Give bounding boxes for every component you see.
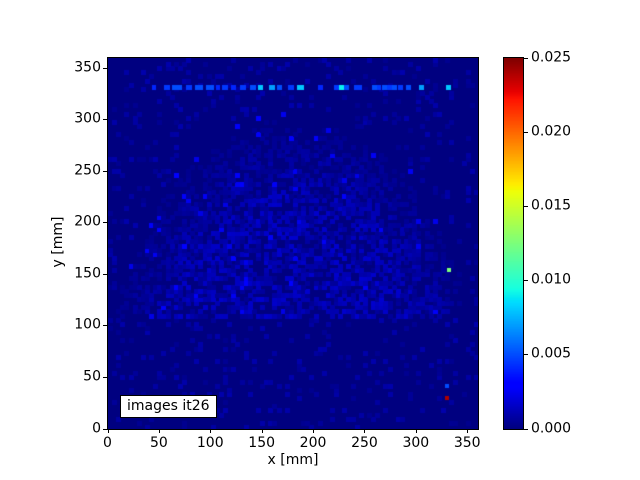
colorbar-tick: [524, 280, 528, 282]
heatmap-canvas: [108, 58, 478, 429]
y-tick-label: 300: [74, 110, 101, 127]
colorbar-tick: [524, 205, 528, 207]
y-tick-label: 0: [92, 420, 101, 436]
colorbar-tick-label: 0.005: [531, 345, 572, 362]
colorbar-tick: [524, 131, 528, 133]
x-tick: [158, 429, 160, 433]
y-tick: [103, 325, 107, 327]
y-tick: [103, 428, 107, 430]
x-tick-label: 0: [103, 435, 112, 451]
x-tick-label: 50: [149, 435, 168, 451]
x-tick-label: 300: [402, 435, 430, 451]
x-tick-label: 200: [299, 435, 327, 451]
y-tick: [103, 170, 107, 172]
x-tick-label: 350: [453, 435, 481, 451]
colorbar: [503, 57, 524, 430]
y-tick: [103, 119, 107, 121]
colorbar-tick: [524, 428, 528, 430]
x-tick: [415, 429, 417, 433]
y-tick-label: 100: [74, 316, 101, 333]
heatmap-axes: images it26: [107, 57, 479, 430]
colorbar-tick: [524, 354, 528, 356]
x-tick: [467, 429, 469, 433]
x-tick: [261, 429, 263, 433]
x-tick: [210, 429, 212, 433]
colorbar-canvas: [504, 58, 523, 429]
colorbar-tick: [524, 57, 528, 59]
y-tick-label: 150: [74, 265, 101, 282]
y-tick: [103, 222, 107, 224]
y-tick-label: 50: [83, 368, 101, 385]
x-tick-label: 150: [248, 435, 276, 451]
y-tick: [103, 273, 107, 275]
colorbar-tick-label: 0.000: [531, 420, 572, 436]
colorbar-tick-label: 0.010: [531, 271, 572, 288]
y-tick-label: 200: [74, 213, 101, 230]
colorbar-tick-label: 0.020: [531, 123, 572, 140]
x-tick-label: 250: [351, 435, 378, 451]
y-tick-label: 250: [74, 162, 101, 179]
y-tick-label: 350: [74, 59, 101, 76]
x-tick: [364, 429, 366, 433]
y-tick: [103, 67, 107, 69]
annotation-text: images it26: [127, 398, 210, 414]
annotation-box: images it26: [120, 395, 217, 418]
y-axis-label: y [mm]: [50, 216, 66, 268]
x-tick-label: 100: [196, 435, 224, 451]
x-tick: [313, 429, 315, 433]
x-axis-label: x [mm]: [267, 452, 319, 468]
y-tick: [103, 376, 107, 378]
colorbar-tick-label: 0.015: [531, 197, 572, 214]
x-tick: [107, 429, 109, 433]
colorbar-tick-label: 0.025: [531, 49, 572, 65]
